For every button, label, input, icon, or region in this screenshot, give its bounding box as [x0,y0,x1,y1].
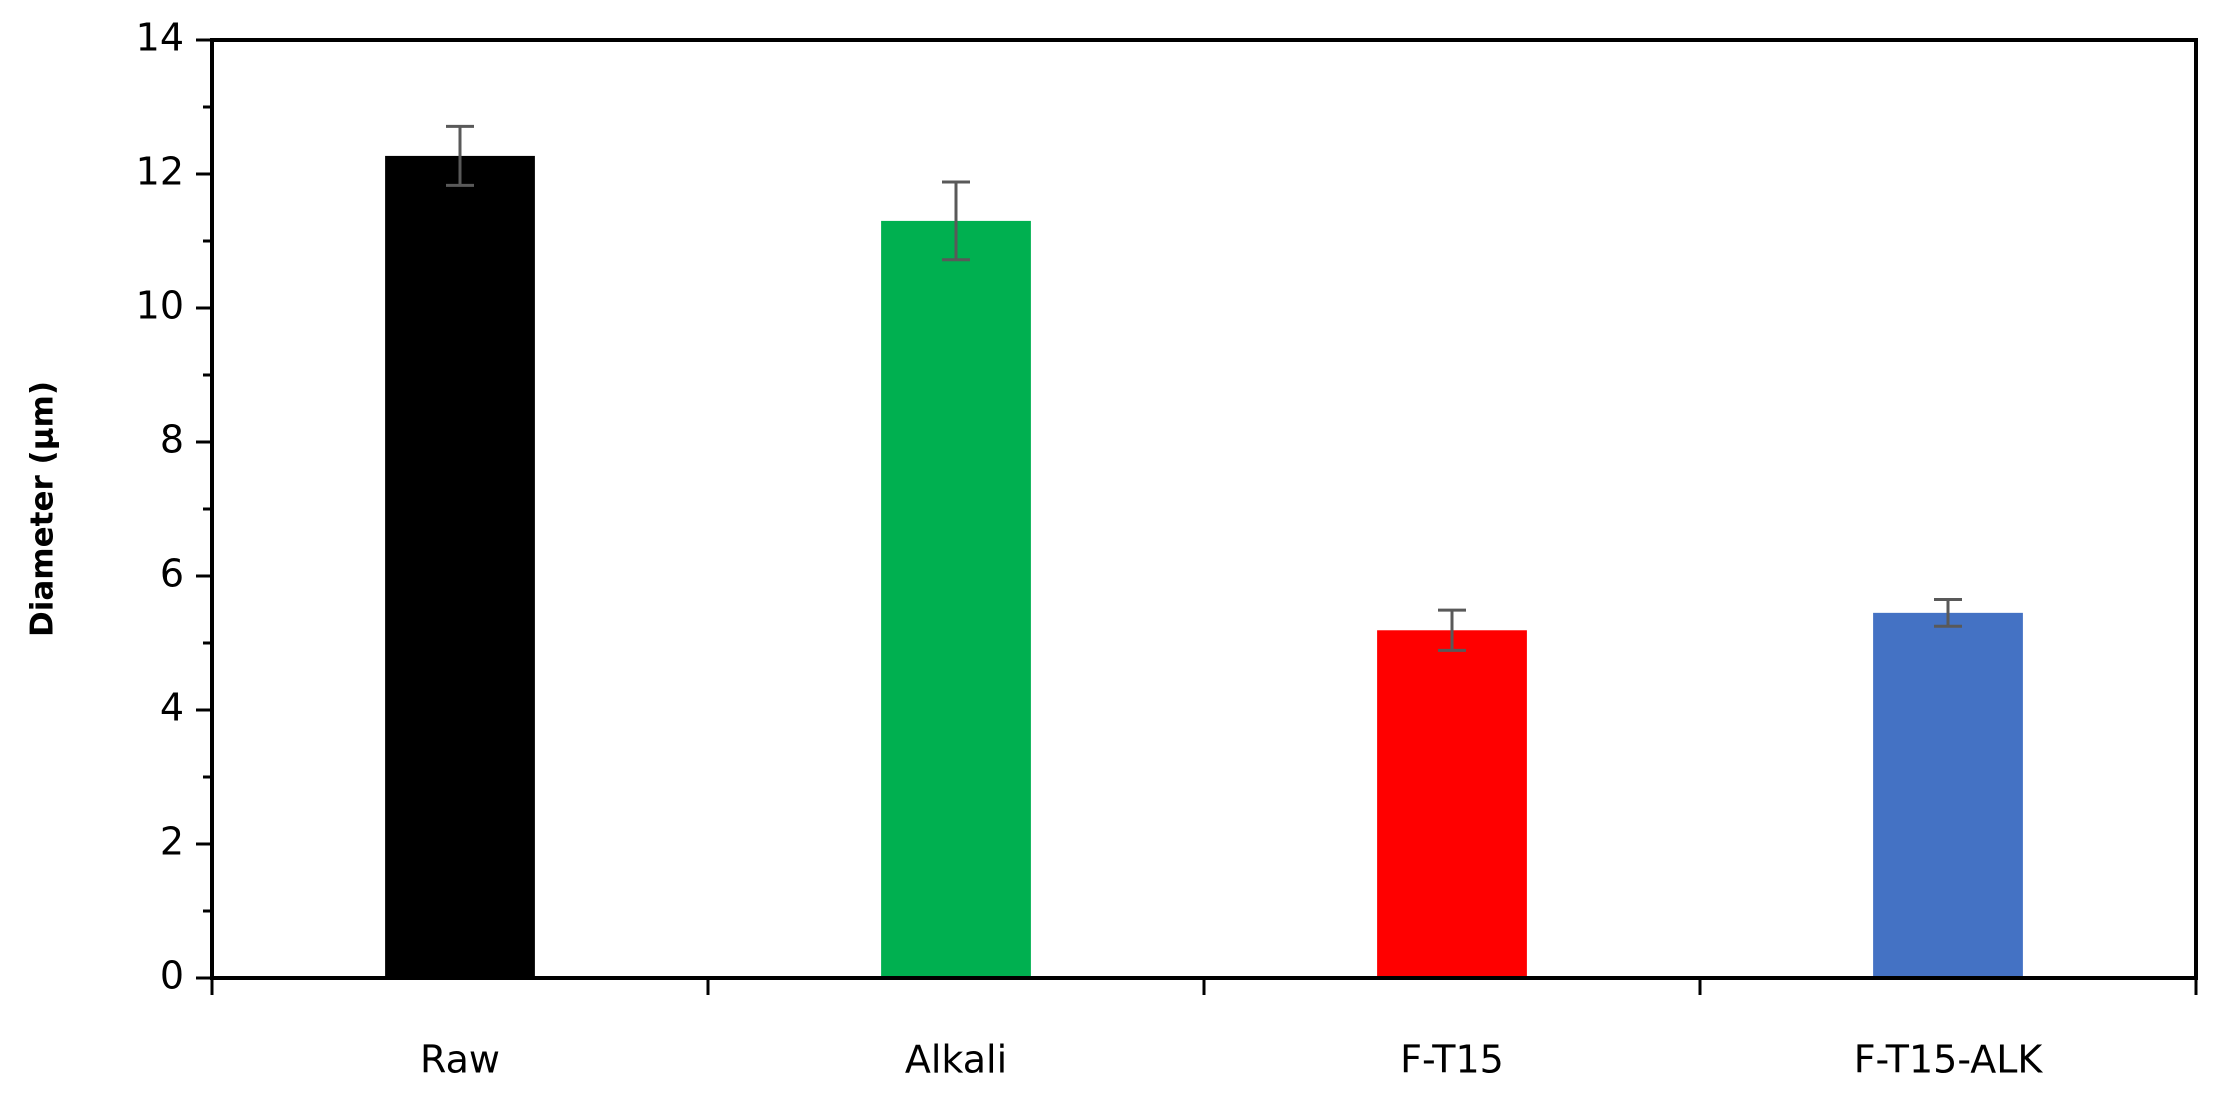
bar [881,220,1031,978]
bar [1873,612,2023,978]
y-tick-label: 10 [136,284,184,328]
x-tick-label: F-T15 [1400,1038,1504,1082]
y-tick-label: 14 [136,16,184,60]
x-tick-label: Alkali [905,1038,1007,1082]
y-tick-label: 12 [136,150,184,194]
plot-frame [210,38,2198,980]
y-tick-label: 6 [160,552,184,596]
bar [1377,630,1527,978]
bar [385,155,535,978]
error-bar [1934,597,1962,628]
y-tick-label: 0 [160,954,184,998]
x-tick-label: Raw [420,1038,500,1082]
y-tick-label: 4 [160,686,184,730]
error-bar [942,180,970,262]
y-tick-label: 8 [160,418,184,462]
y-axis-title: Diameter (µm) [25,381,61,637]
error-bar [1438,608,1466,652]
x-tick-label: F-T15-ALK [1854,1038,2044,1082]
error-bar [446,124,474,187]
y-tick-label: 2 [160,820,184,864]
